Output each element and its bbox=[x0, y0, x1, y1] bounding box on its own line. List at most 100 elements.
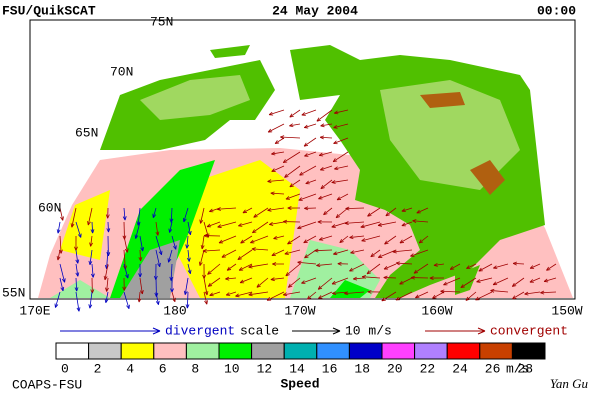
wind-vector bbox=[333, 123, 349, 129]
wind-vector bbox=[155, 221, 159, 236]
wind-vector bbox=[303, 137, 317, 147]
wind-vector-head bbox=[239, 279, 245, 284]
convergent-label: convergent bbox=[490, 323, 568, 338]
wind-vector bbox=[304, 249, 317, 259]
colorbar-box bbox=[381, 342, 416, 360]
wind-vector-head bbox=[349, 267, 354, 272]
wind-vector bbox=[91, 221, 94, 234]
wind-vector-head bbox=[304, 153, 309, 157]
wind-vector-head bbox=[198, 261, 203, 266]
wind-vector bbox=[89, 249, 93, 265]
wind-vector bbox=[288, 277, 301, 288]
wind-vector-head bbox=[138, 256, 143, 262]
wind-vector-head bbox=[304, 206, 309, 211]
wind-vector bbox=[248, 291, 269, 296]
wind-vector bbox=[221, 249, 237, 258]
wind-vector bbox=[226, 291, 237, 296]
time: 00:00 bbox=[537, 3, 576, 18]
colorbar-label: 16 bbox=[322, 361, 338, 376]
map bbox=[29, 19, 576, 300]
wind-vector-head bbox=[252, 229, 257, 234]
wind-vector-head bbox=[466, 265, 471, 269]
wind-vector bbox=[187, 263, 191, 274]
wind-vector bbox=[361, 235, 381, 242]
wind-vector-head bbox=[187, 230, 192, 236]
wind-vector bbox=[238, 221, 253, 227]
wind-vector bbox=[412, 220, 429, 223]
wind-vector-head bbox=[186, 257, 191, 262]
wind-vector-head bbox=[250, 239, 255, 244]
wind-vector-head bbox=[272, 262, 277, 266]
wind-vector-head bbox=[124, 248, 129, 253]
wind-vector-head bbox=[248, 292, 253, 297]
wind-vector-head bbox=[56, 229, 61, 234]
wind-vector-head bbox=[433, 262, 438, 267]
wind-vector bbox=[335, 207, 349, 219]
wind-vector-head bbox=[323, 211, 328, 216]
wind-vector-head bbox=[297, 225, 302, 230]
wind-vector-head bbox=[155, 231, 160, 236]
lat-label: 65N bbox=[75, 125, 98, 140]
wind-vector-head bbox=[283, 219, 288, 224]
wind-vector bbox=[339, 235, 349, 243]
wind-vector bbox=[415, 291, 429, 299]
wind-vector bbox=[383, 263, 397, 270]
wind-vector-head bbox=[60, 286, 65, 292]
wind-vector bbox=[105, 291, 109, 303]
wind-vector bbox=[440, 290, 461, 293]
wind-vector-head bbox=[268, 111, 274, 116]
wind-vector bbox=[75, 249, 79, 264]
wind-vector-head bbox=[285, 196, 290, 200]
colorbar-box bbox=[218, 342, 253, 360]
wind-vector-head bbox=[287, 283, 293, 288]
wind-vector bbox=[187, 221, 191, 235]
wind-vector bbox=[546, 263, 557, 271]
wind-vector-head bbox=[399, 239, 404, 244]
colorbar-unit: m/s bbox=[506, 361, 529, 376]
wind-vector bbox=[184, 277, 189, 295]
wind-vector-head bbox=[253, 213, 258, 218]
land-mountains bbox=[420, 92, 505, 195]
wind-vector bbox=[87, 207, 93, 226]
lat-label: 55N bbox=[2, 285, 25, 300]
wind-vector bbox=[399, 235, 413, 244]
wind-vector-head bbox=[122, 216, 127, 221]
wind-vector-head bbox=[287, 240, 292, 245]
wind-vector bbox=[529, 263, 541, 269]
wind-vector-head bbox=[267, 179, 272, 184]
wind-vector-head bbox=[410, 275, 415, 280]
wind-vector bbox=[170, 207, 173, 223]
wind-vector bbox=[71, 207, 77, 228]
wind-vector bbox=[331, 277, 349, 285]
wind-vector-head bbox=[271, 151, 276, 156]
wind-vector bbox=[449, 263, 461, 270]
wind-vector bbox=[123, 291, 130, 309]
wind-vector-head bbox=[385, 212, 390, 217]
wind-vector-head bbox=[105, 287, 109, 292]
wind-vector-head bbox=[317, 219, 322, 224]
wind-vector bbox=[199, 249, 205, 266]
wind-vector-head bbox=[90, 229, 95, 234]
wind-vector bbox=[384, 235, 397, 245]
wind-vector bbox=[317, 277, 333, 290]
wind-vector-head bbox=[187, 269, 192, 274]
wind-vector-head bbox=[267, 207, 272, 212]
wind-vector bbox=[203, 221, 209, 238]
wind-vector bbox=[171, 291, 176, 302]
wind-vector bbox=[123, 249, 126, 270]
wind-vector-head bbox=[349, 235, 354, 240]
wind-vector bbox=[289, 179, 301, 188]
wind-vector-head bbox=[251, 247, 256, 252]
wind-vector-head bbox=[543, 278, 549, 283]
scale-arrow-head bbox=[332, 327, 341, 335]
wind-vector bbox=[273, 235, 285, 240]
colorbar-box bbox=[316, 342, 350, 360]
wind-vector-head bbox=[415, 294, 420, 299]
wind-vector-head bbox=[377, 222, 383, 227]
wind-vector-head bbox=[284, 251, 289, 255]
wind-vector bbox=[304, 151, 317, 157]
wind-vector-head bbox=[140, 247, 144, 252]
wind-vector bbox=[366, 263, 381, 275]
wind-vector-head bbox=[339, 238, 344, 244]
